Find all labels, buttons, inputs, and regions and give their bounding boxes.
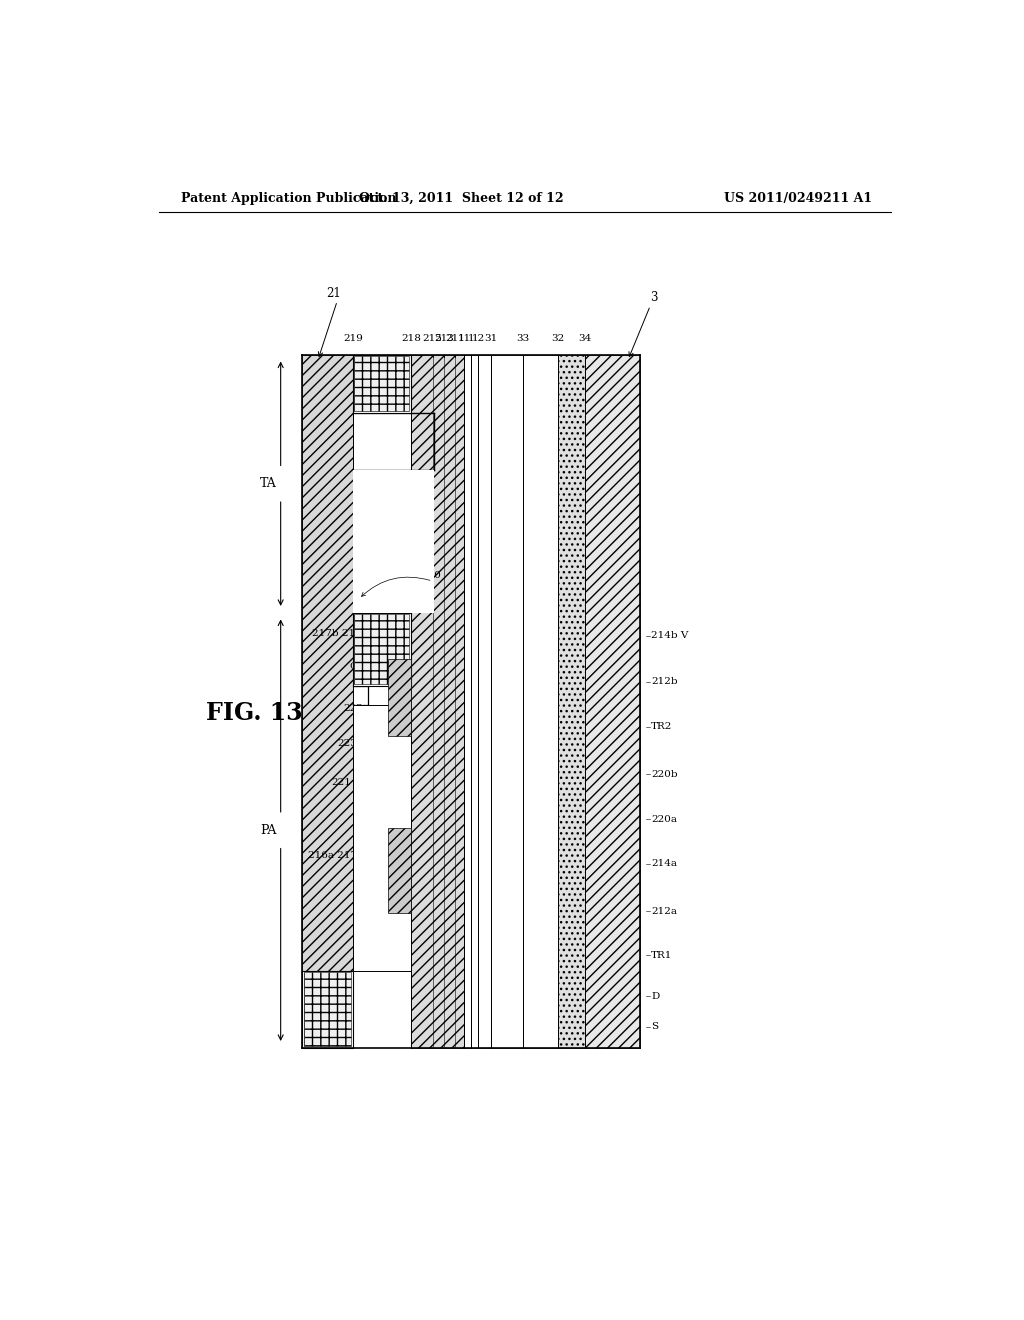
Text: US 2011/0249211 A1: US 2011/0249211 A1 — [724, 191, 872, 205]
Bar — [354, 356, 410, 411]
Bar — [464, 355, 471, 1048]
Text: Cst: Cst — [349, 663, 367, 671]
Bar — [352, 705, 411, 970]
Text: 11: 11 — [458, 334, 471, 343]
Text: 33: 33 — [517, 334, 529, 343]
Text: FIG. 13: FIG. 13 — [206, 701, 302, 725]
Text: 220b: 220b — [651, 770, 678, 779]
Bar — [471, 355, 478, 1048]
Text: Oct. 13, 2011  Sheet 12 of 12: Oct. 13, 2011 Sheet 12 of 12 — [359, 191, 563, 205]
Text: 32: 32 — [552, 334, 565, 343]
Text: 1: 1 — [468, 334, 475, 343]
Text: 216a 217a: 216a 217a — [307, 851, 362, 859]
Bar — [586, 355, 640, 1048]
Bar — [558, 355, 586, 1048]
Text: 212b: 212b — [651, 677, 678, 686]
Text: 211: 211 — [445, 334, 465, 343]
Text: Patent Application Publication: Patent Application Publication — [180, 191, 396, 205]
Text: 214b V: 214b V — [651, 631, 688, 640]
Text: 212a: 212a — [651, 907, 677, 916]
Bar — [304, 973, 351, 1047]
Text: 31: 31 — [484, 334, 498, 343]
Bar — [302, 970, 352, 1048]
Text: TR1: TR1 — [651, 950, 673, 960]
Text: 34: 34 — [579, 334, 592, 343]
Text: D: D — [651, 991, 659, 1001]
Text: 12: 12 — [472, 334, 485, 343]
Text: 3: 3 — [649, 290, 657, 304]
Text: 219: 219 — [343, 334, 362, 343]
Text: 223: 223 — [338, 739, 357, 748]
Text: S: S — [651, 1023, 658, 1031]
Text: 217b 216b: 217b 216b — [311, 630, 369, 638]
Bar — [411, 355, 464, 1048]
Text: 218: 218 — [401, 334, 421, 343]
Text: TA: TA — [260, 478, 276, 490]
Text: 21: 21 — [326, 286, 341, 300]
Bar — [354, 614, 410, 684]
Text: TR2: TR2 — [651, 722, 673, 731]
Text: 220: 220 — [421, 572, 440, 581]
Bar — [490, 355, 523, 1048]
Text: 213: 213 — [434, 334, 454, 343]
Bar — [352, 612, 411, 686]
Text: 222: 222 — [343, 705, 362, 713]
Text: 221: 221 — [332, 777, 351, 787]
Bar — [478, 355, 490, 1048]
Text: 214a: 214a — [651, 859, 677, 869]
Bar — [388, 659, 411, 737]
Bar — [302, 355, 352, 1048]
Bar — [388, 829, 411, 913]
Text: 215: 215 — [423, 334, 442, 343]
Text: 220a: 220a — [651, 814, 677, 824]
Bar — [352, 355, 411, 412]
Bar — [352, 470, 434, 612]
Bar — [523, 355, 558, 1048]
Text: PA: PA — [260, 824, 276, 837]
